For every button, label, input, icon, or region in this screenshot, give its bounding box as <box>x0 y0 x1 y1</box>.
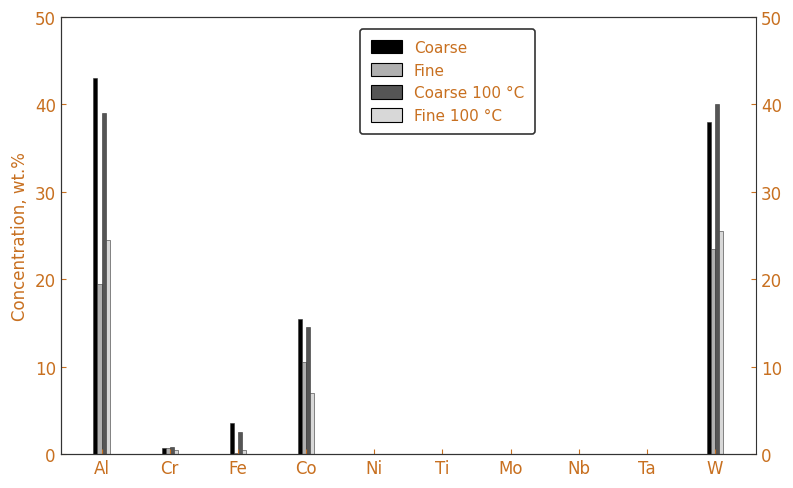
Bar <box>302 363 306 454</box>
Bar <box>98 284 102 454</box>
Bar <box>105 241 109 454</box>
Y-axis label: Concentration, wt.%: Concentration, wt.% <box>11 152 29 320</box>
Bar <box>230 424 234 454</box>
Bar <box>711 249 715 454</box>
Bar <box>174 450 178 454</box>
Bar <box>166 448 170 454</box>
Bar <box>102 114 105 454</box>
Legend: Coarse, Fine, Coarse 100 °C, Fine 100 °C: Coarse, Fine, Coarse 100 °C, Fine 100 °C <box>360 30 534 134</box>
Bar <box>719 232 723 454</box>
Bar <box>242 450 246 454</box>
Bar <box>162 448 166 454</box>
Bar <box>170 447 174 454</box>
Bar <box>298 319 302 454</box>
Bar <box>234 453 238 454</box>
Bar <box>94 79 98 454</box>
Bar <box>306 327 310 454</box>
Bar <box>310 393 314 454</box>
Bar <box>707 122 711 454</box>
Bar <box>238 432 242 454</box>
Bar <box>715 105 719 454</box>
